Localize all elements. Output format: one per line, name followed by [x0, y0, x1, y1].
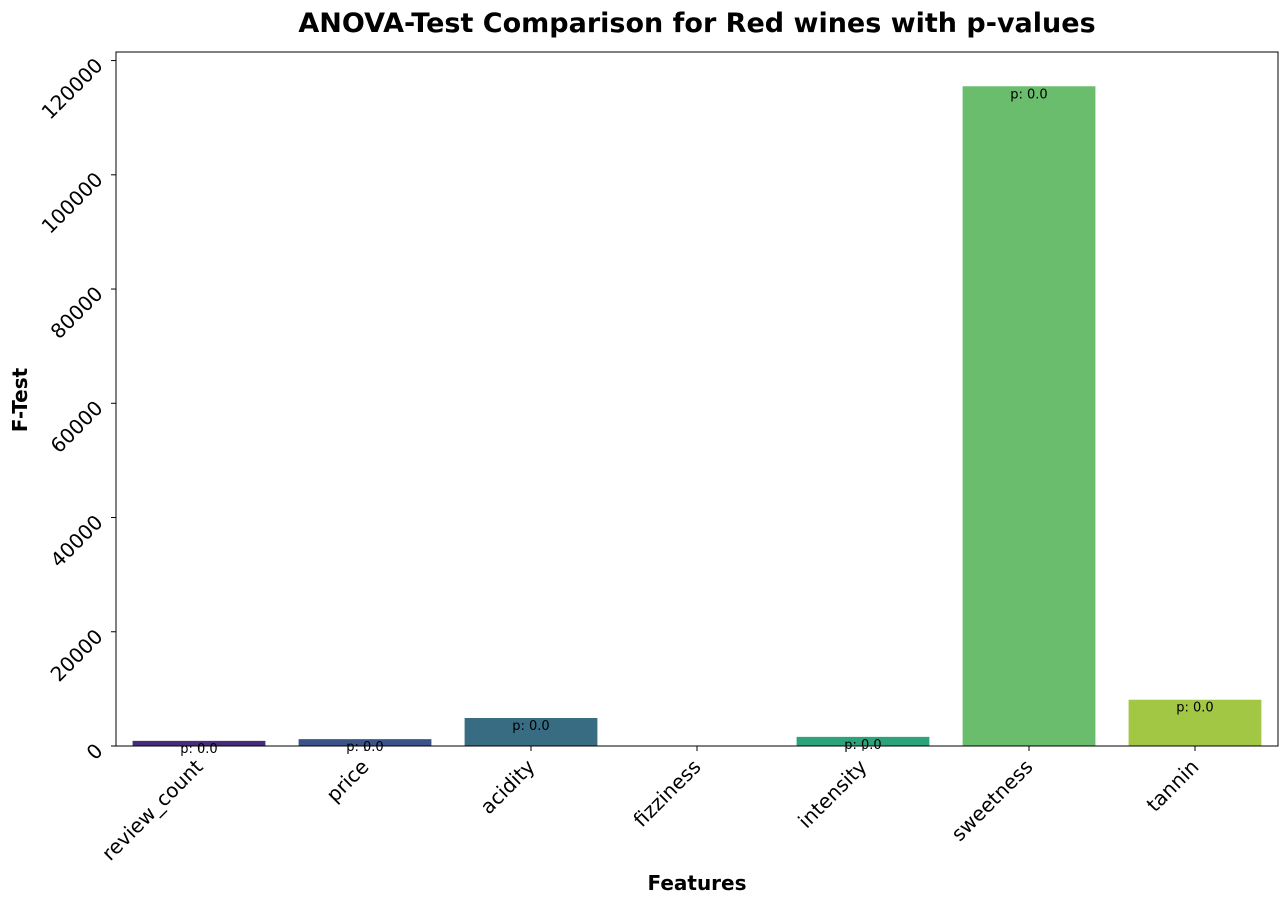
y-tick-label-100000: 100000	[37, 167, 108, 238]
bar-label-intensity: p: 0.0	[844, 738, 881, 753]
x-axis-label: Features	[647, 871, 746, 895]
x-tick-label-fizziness: fizziness	[628, 755, 705, 832]
bar-sweetness	[962, 86, 1096, 746]
chart-title: ANOVA-Test Comparison for Red wines with…	[298, 8, 1095, 39]
x-tick-label-acidity: acidity	[475, 754, 539, 818]
y-tick-label-20000: 20000	[46, 624, 108, 686]
x-tick-label-sweetness: sweetness	[946, 755, 1037, 846]
bar-tannin	[1128, 699, 1262, 746]
y-axis-label: F-Test	[8, 367, 32, 432]
bar-labels-group: p: 0.0 p: 0.0p: 0.0p: 0.0p: 0.0p: 0.0	[180, 87, 1213, 757]
bar-intensity	[796, 736, 930, 746]
x-axis: review_count price acidity fizziness intensi…	[97, 746, 1204, 865]
bar-review_count	[132, 740, 266, 746]
x-tick-label-price: price	[321, 755, 373, 807]
y-tick-label-60000: 60000	[46, 396, 108, 458]
y-axis: 0 20000 40000 60000 80000 100000 120000	[37, 53, 116, 765]
y-tick-label-120000: 120000	[37, 53, 108, 124]
y-tick-label-0: 0	[82, 739, 108, 765]
bar-acidity	[464, 718, 598, 746]
plot-frame	[115, 51, 1279, 747]
bar-price	[298, 739, 432, 746]
bars-group	[132, 86, 1262, 746]
y-tick-label-40000: 40000	[46, 510, 108, 572]
bar-label-sweetness: p: 0.0	[1010, 87, 1047, 102]
bar-label-tannin: p: 0.0	[1176, 701, 1213, 716]
x-tick-label-review_count: review_count	[97, 754, 208, 865]
x-tick-label-intensity: intensity	[793, 754, 871, 832]
bar-label-acidity: p: 0.0	[512, 719, 549, 734]
x-tick-label-tannin: tannin	[1142, 755, 1204, 817]
y-tick-label-80000: 80000	[46, 282, 108, 344]
